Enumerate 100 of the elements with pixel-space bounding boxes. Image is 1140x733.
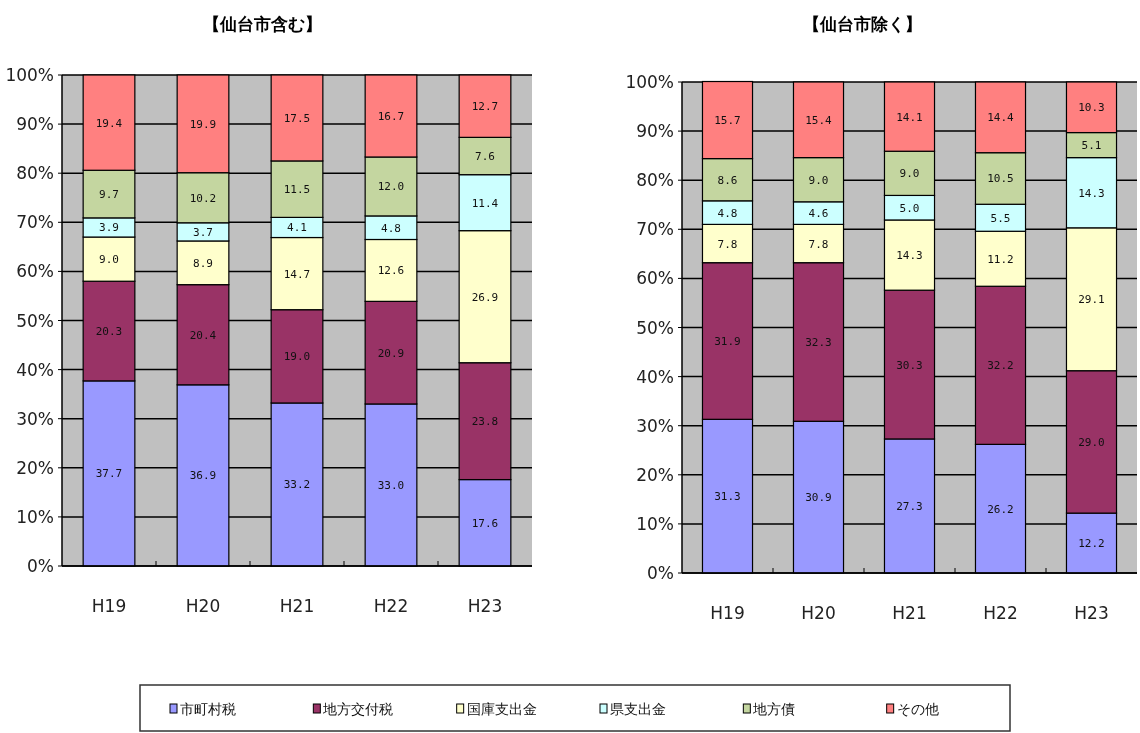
data-label: 11.4 bbox=[471, 196, 499, 210]
y-tick-label: 10% bbox=[636, 513, 674, 534]
y-tick-label: 30% bbox=[636, 415, 674, 436]
y-tick-label: 80% bbox=[16, 163, 54, 184]
data-label: 26.2 bbox=[987, 502, 1014, 516]
x-tick-label: H21 bbox=[892, 603, 927, 623]
data-label: 11.5 bbox=[283, 183, 311, 197]
x-tick-label: H23 bbox=[1074, 603, 1109, 623]
legend-label: 国庫支出金 bbox=[466, 701, 537, 717]
data-label: 10.2 bbox=[189, 191, 217, 205]
legend-label: 県支出金 bbox=[610, 701, 666, 717]
y-tick-label: 90% bbox=[636, 121, 674, 142]
data-label: 20.9 bbox=[377, 346, 405, 360]
data-label: 19.0 bbox=[283, 350, 311, 364]
y-tick-label: 100% bbox=[625, 72, 674, 92]
data-label: 10.5 bbox=[987, 172, 1014, 186]
data-label: 9.0 bbox=[808, 173, 829, 187]
data-label: 5.1 bbox=[1081, 139, 1102, 153]
y-tick-label: 20% bbox=[636, 464, 674, 485]
y-tick-label: 20% bbox=[16, 457, 54, 478]
y-tick-label: 70% bbox=[16, 212, 54, 233]
data-label: 12.6 bbox=[377, 264, 405, 278]
y-tick-label: 90% bbox=[16, 114, 54, 135]
data-label: 36.9 bbox=[189, 469, 217, 483]
data-label: 12.0 bbox=[377, 180, 405, 194]
data-label: 14.1 bbox=[896, 110, 923, 124]
y-tick-label: 40% bbox=[636, 366, 674, 387]
data-label: 11.2 bbox=[987, 252, 1014, 266]
data-label: 3.9 bbox=[99, 221, 119, 235]
y-tick-label: 50% bbox=[636, 317, 674, 338]
legend-label: その他 bbox=[896, 701, 939, 717]
data-label: 4.6 bbox=[808, 207, 829, 221]
chart-title: 【仙台市含む】 bbox=[202, 14, 322, 34]
data-label: 7.8 bbox=[808, 237, 829, 251]
data-label: 4.1 bbox=[287, 221, 307, 235]
x-tick-label: H20 bbox=[801, 603, 836, 623]
y-tick-label: 70% bbox=[636, 219, 674, 240]
y-tick-label: 80% bbox=[636, 170, 674, 191]
y-tick-label: 100% bbox=[5, 65, 54, 85]
x-tick-label: H23 bbox=[467, 596, 503, 616]
x-tick-label: H19 bbox=[91, 596, 127, 616]
data-label: 31.9 bbox=[714, 335, 741, 348]
data-label: 12.7 bbox=[471, 100, 499, 114]
x-tick-label: H22 bbox=[373, 596, 409, 616]
data-label: 7.6 bbox=[475, 150, 495, 164]
y-tick-label: 60% bbox=[16, 261, 54, 282]
data-label: 19.9 bbox=[189, 117, 217, 131]
x-tick-label: H20 bbox=[185, 596, 221, 616]
data-label: 7.8 bbox=[717, 237, 738, 251]
data-label: 9.7 bbox=[99, 188, 119, 202]
data-label: 20.4 bbox=[189, 328, 217, 342]
data-label: 20.3 bbox=[95, 325, 123, 339]
legend-label: 地方交付税 bbox=[322, 701, 394, 717]
y-tick-label: 0% bbox=[27, 556, 54, 576]
data-label: 14.7 bbox=[283, 267, 311, 281]
data-label: 19.4 bbox=[95, 116, 123, 130]
legend-label: 地方債 bbox=[752, 701, 796, 717]
data-label: 17.6 bbox=[471, 516, 499, 530]
data-label: 12.2 bbox=[1078, 537, 1105, 551]
data-label: 15.4 bbox=[805, 113, 833, 127]
data-label: 14.3 bbox=[1078, 186, 1105, 200]
data-label: 4.8 bbox=[381, 221, 401, 235]
data-label: 14.3 bbox=[896, 249, 923, 263]
data-label: 9.0 bbox=[99, 253, 119, 267]
data-label: 9.0 bbox=[899, 167, 920, 181]
data-label: 3.7 bbox=[193, 225, 213, 239]
chart-title: 【仙台市除く】 bbox=[802, 14, 922, 34]
data-label: 33.2 bbox=[283, 478, 311, 492]
data-label: 23.8 bbox=[471, 415, 499, 429]
data-label: 17.5 bbox=[283, 111, 311, 125]
data-label: 29.0 bbox=[1078, 435, 1105, 449]
y-tick-label: 30% bbox=[16, 408, 54, 429]
data-label: 5.0 bbox=[899, 201, 920, 215]
data-label: 4.8 bbox=[717, 206, 738, 220]
y-tick-label: 50% bbox=[16, 310, 54, 331]
data-label: 16.7 bbox=[377, 110, 405, 123]
data-label: 26.9 bbox=[471, 290, 499, 304]
data-label: 29.1 bbox=[1078, 293, 1105, 307]
x-tick-label: H19 bbox=[710, 603, 745, 623]
data-label: 30.3 bbox=[896, 358, 923, 372]
data-label: 30.9 bbox=[805, 491, 832, 505]
y-tick-label: 0% bbox=[647, 563, 674, 583]
x-tick-label: H21 bbox=[279, 596, 315, 616]
data-label: 5.5 bbox=[990, 211, 1011, 225]
legend-label: 市町村税 bbox=[180, 701, 236, 717]
data-label: 33.0 bbox=[377, 478, 405, 492]
data-label: 37.7 bbox=[95, 467, 123, 481]
y-tick-label: 10% bbox=[16, 506, 54, 527]
data-label: 27.3 bbox=[896, 499, 923, 513]
x-tick-label: H22 bbox=[983, 603, 1018, 623]
data-label: 31.3 bbox=[714, 490, 741, 504]
data-label: 8.6 bbox=[717, 173, 738, 187]
data-label: 8.9 bbox=[193, 256, 213, 270]
data-label: 32.2 bbox=[987, 359, 1014, 373]
y-tick-label: 60% bbox=[636, 268, 674, 289]
data-label: 14.4 bbox=[987, 111, 1015, 125]
data-label: 15.7 bbox=[714, 114, 741, 128]
y-tick-label: 40% bbox=[16, 359, 54, 380]
data-label: 32.3 bbox=[805, 335, 832, 349]
data-label: 10.3 bbox=[1078, 101, 1105, 115]
